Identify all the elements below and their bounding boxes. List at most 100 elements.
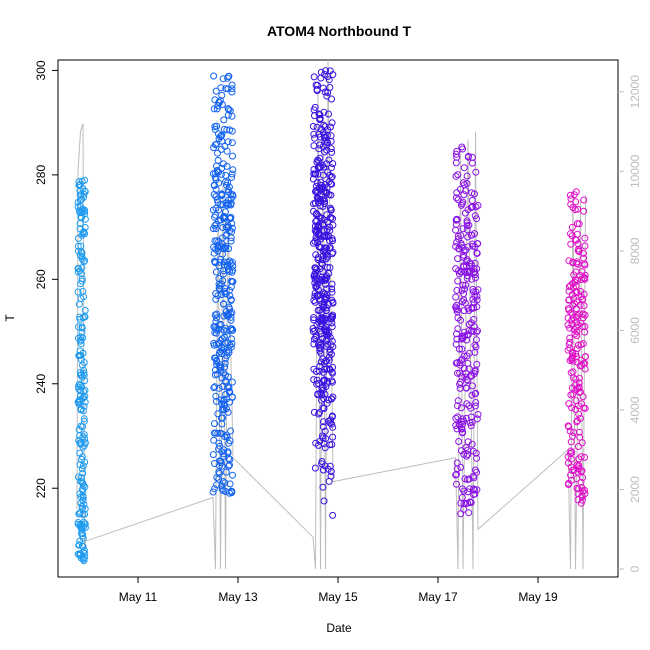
data-point: [323, 92, 331, 100]
data-point: [452, 421, 460, 429]
data-point: [328, 441, 336, 448]
data-point: [454, 171, 462, 179]
data-point: [318, 396, 325, 404]
data-point: [565, 287, 573, 295]
data-point: [471, 466, 479, 474]
data-point: [81, 224, 89, 231]
data-point: [575, 410, 583, 418]
data-point: [319, 404, 327, 412]
data-point: [327, 145, 335, 153]
data-point: [452, 471, 460, 479]
data-point: [81, 553, 89, 561]
data-point: [74, 288, 82, 296]
data-point: [464, 233, 472, 241]
data-point: [211, 141, 219, 149]
data-point: [323, 189, 331, 197]
data-point: [320, 497, 328, 505]
data-point: [229, 266, 237, 274]
data-point: [211, 123, 219, 131]
data-point: [227, 427, 235, 435]
data-point: [212, 268, 220, 276]
data-point: [321, 390, 329, 398]
data-point: [215, 439, 223, 447]
data-point: [320, 405, 328, 412]
data-point: [325, 356, 333, 364]
x-tick-label: May 17: [418, 590, 458, 604]
data-point: [309, 122, 317, 130]
data-point: [564, 453, 572, 461]
data-point: [570, 271, 578, 279]
data-point: [210, 181, 218, 189]
data-point: [315, 145, 323, 153]
data-point: [326, 333, 334, 341]
data-point: [322, 323, 330, 331]
data-point: [575, 220, 583, 228]
data-point: [573, 418, 581, 426]
data-point: [329, 433, 337, 441]
data-point: [77, 387, 85, 395]
data-point: [322, 255, 330, 263]
data-point: [316, 409, 323, 416]
data-point: [79, 534, 87, 542]
x-tick-label: May 11: [119, 590, 158, 604]
data-point: [464, 499, 472, 507]
data-point: [468, 305, 476, 312]
data-point: [320, 216, 328, 224]
data-point: [318, 458, 326, 465]
data-point: [459, 281, 467, 289]
data-point: [78, 485, 86, 493]
data-point: [455, 245, 463, 253]
data-point: [465, 221, 473, 229]
data-point: [569, 204, 577, 211]
x-tick-label: May 15: [318, 590, 358, 604]
data-point: [454, 397, 462, 405]
data-point: [569, 314, 577, 322]
data-point: [326, 237, 333, 245]
data-point: [213, 358, 221, 365]
data-point: [319, 203, 327, 210]
data-point: [463, 272, 471, 280]
data-point: [453, 470, 460, 478]
data-point: [473, 296, 481, 304]
data-point: [579, 314, 587, 322]
data-point: [226, 461, 233, 469]
data-point: [225, 349, 233, 357]
data-point: [324, 331, 332, 339]
data-point: [328, 319, 336, 327]
data-point: [319, 483, 327, 491]
data-point: [578, 484, 586, 491]
data-point: [311, 134, 319, 142]
data-point: [581, 261, 589, 269]
data-point: [462, 187, 470, 195]
data-point: [224, 138, 232, 146]
data-point: [459, 429, 467, 437]
data-point: [470, 474, 478, 482]
data-point: [324, 300, 332, 308]
data-point: [329, 221, 337, 229]
data-point: [581, 404, 589, 412]
data-point: [568, 223, 576, 231]
data-point: [573, 328, 581, 336]
data-point: [209, 170, 217, 178]
data-point: [463, 400, 471, 408]
data-point: [574, 468, 582, 476]
data-point: [456, 345, 463, 353]
data-point: [76, 187, 84, 195]
data-point: [75, 437, 83, 444]
data-point: [565, 423, 573, 431]
data-point: [76, 196, 84, 204]
data-point: [228, 378, 236, 386]
data-point: [454, 402, 461, 410]
data-point: [572, 397, 580, 405]
data-point: [222, 308, 230, 315]
data-point: [78, 525, 86, 533]
data-point: [215, 468, 223, 476]
data-point: [218, 243, 226, 251]
data-point: [76, 315, 84, 323]
data-point: [212, 220, 220, 228]
data-point: [316, 306, 324, 314]
data-point: [452, 293, 460, 301]
data-point: [580, 254, 588, 262]
data-point: [224, 111, 232, 119]
data-point: [453, 301, 461, 309]
